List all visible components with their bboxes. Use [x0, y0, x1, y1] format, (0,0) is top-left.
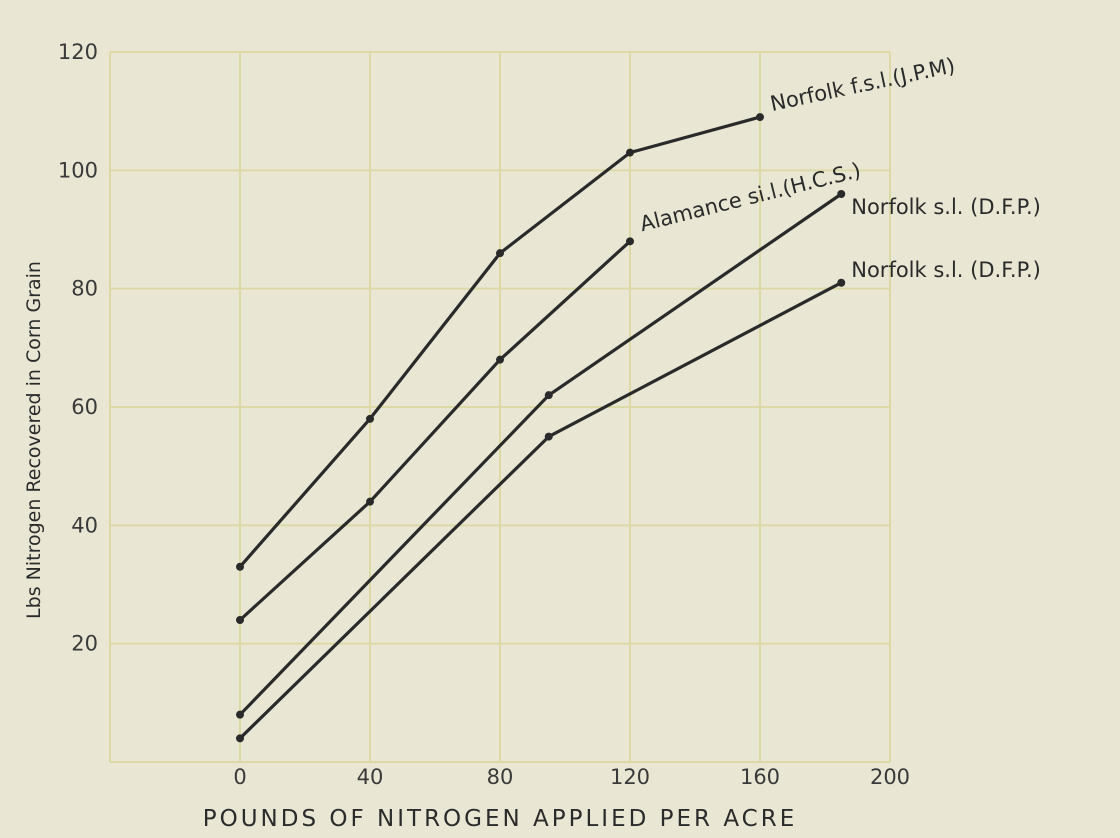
x-tick-label: 40 [357, 765, 384, 789]
series-label-1: Norfolk f.s.l.(J.P.M) [768, 53, 957, 116]
y-tick-label: 60 [71, 395, 98, 419]
series-line-4 [238, 281, 843, 740]
x-tick-label: 120 [610, 765, 650, 789]
data-point [366, 497, 374, 506]
series-line-3 [238, 192, 843, 717]
data-point [496, 249, 504, 258]
data-point [544, 391, 553, 400]
data-point [626, 148, 634, 157]
y-tick-label: 80 [71, 277, 98, 301]
data-point [496, 355, 504, 364]
series-label-4: Norfolk s.l. (D.F.P.) [851, 258, 1041, 282]
y-tick-label: 40 [71, 513, 98, 537]
x-tick-label: 160 [740, 765, 780, 789]
series-label-3: Norfolk s.l. (D.F.P.) [851, 195, 1041, 219]
data-point [544, 432, 553, 441]
y-tick-label: 20 [71, 632, 98, 656]
data-point [236, 616, 244, 624]
y-axis-title: Lbs Nitrogen Recovered in Corn Grain [23, 261, 45, 619]
series-line-2 [238, 239, 632, 622]
data-point [756, 113, 764, 122]
x-tick-label: 200 [870, 765, 910, 789]
y-tick-label: 100 [58, 158, 98, 182]
data-point [837, 278, 846, 287]
x-tick-label: 0 [233, 765, 246, 789]
data-point [236, 562, 244, 571]
data-point [626, 237, 634, 246]
x-tick-label: 80 [487, 765, 514, 789]
data-point [837, 190, 846, 198]
tick-labels: 0 40 80 120 160 200 20 40 60 80 100 120 [58, 40, 910, 789]
series-lines [236, 113, 846, 743]
data-point [236, 734, 244, 743]
x-axis-title: POUNDS OF NITROGEN APPLIED PER ACRE [203, 806, 798, 832]
data-point [236, 710, 244, 719]
series-labels: Norfolk f.s.l.(J.P.M)Alamance si.l.(H.C.… [637, 53, 1040, 281]
y-tick-label: 120 [58, 40, 98, 64]
grid-lines [109, 51, 891, 763]
data-point [366, 414, 374, 423]
